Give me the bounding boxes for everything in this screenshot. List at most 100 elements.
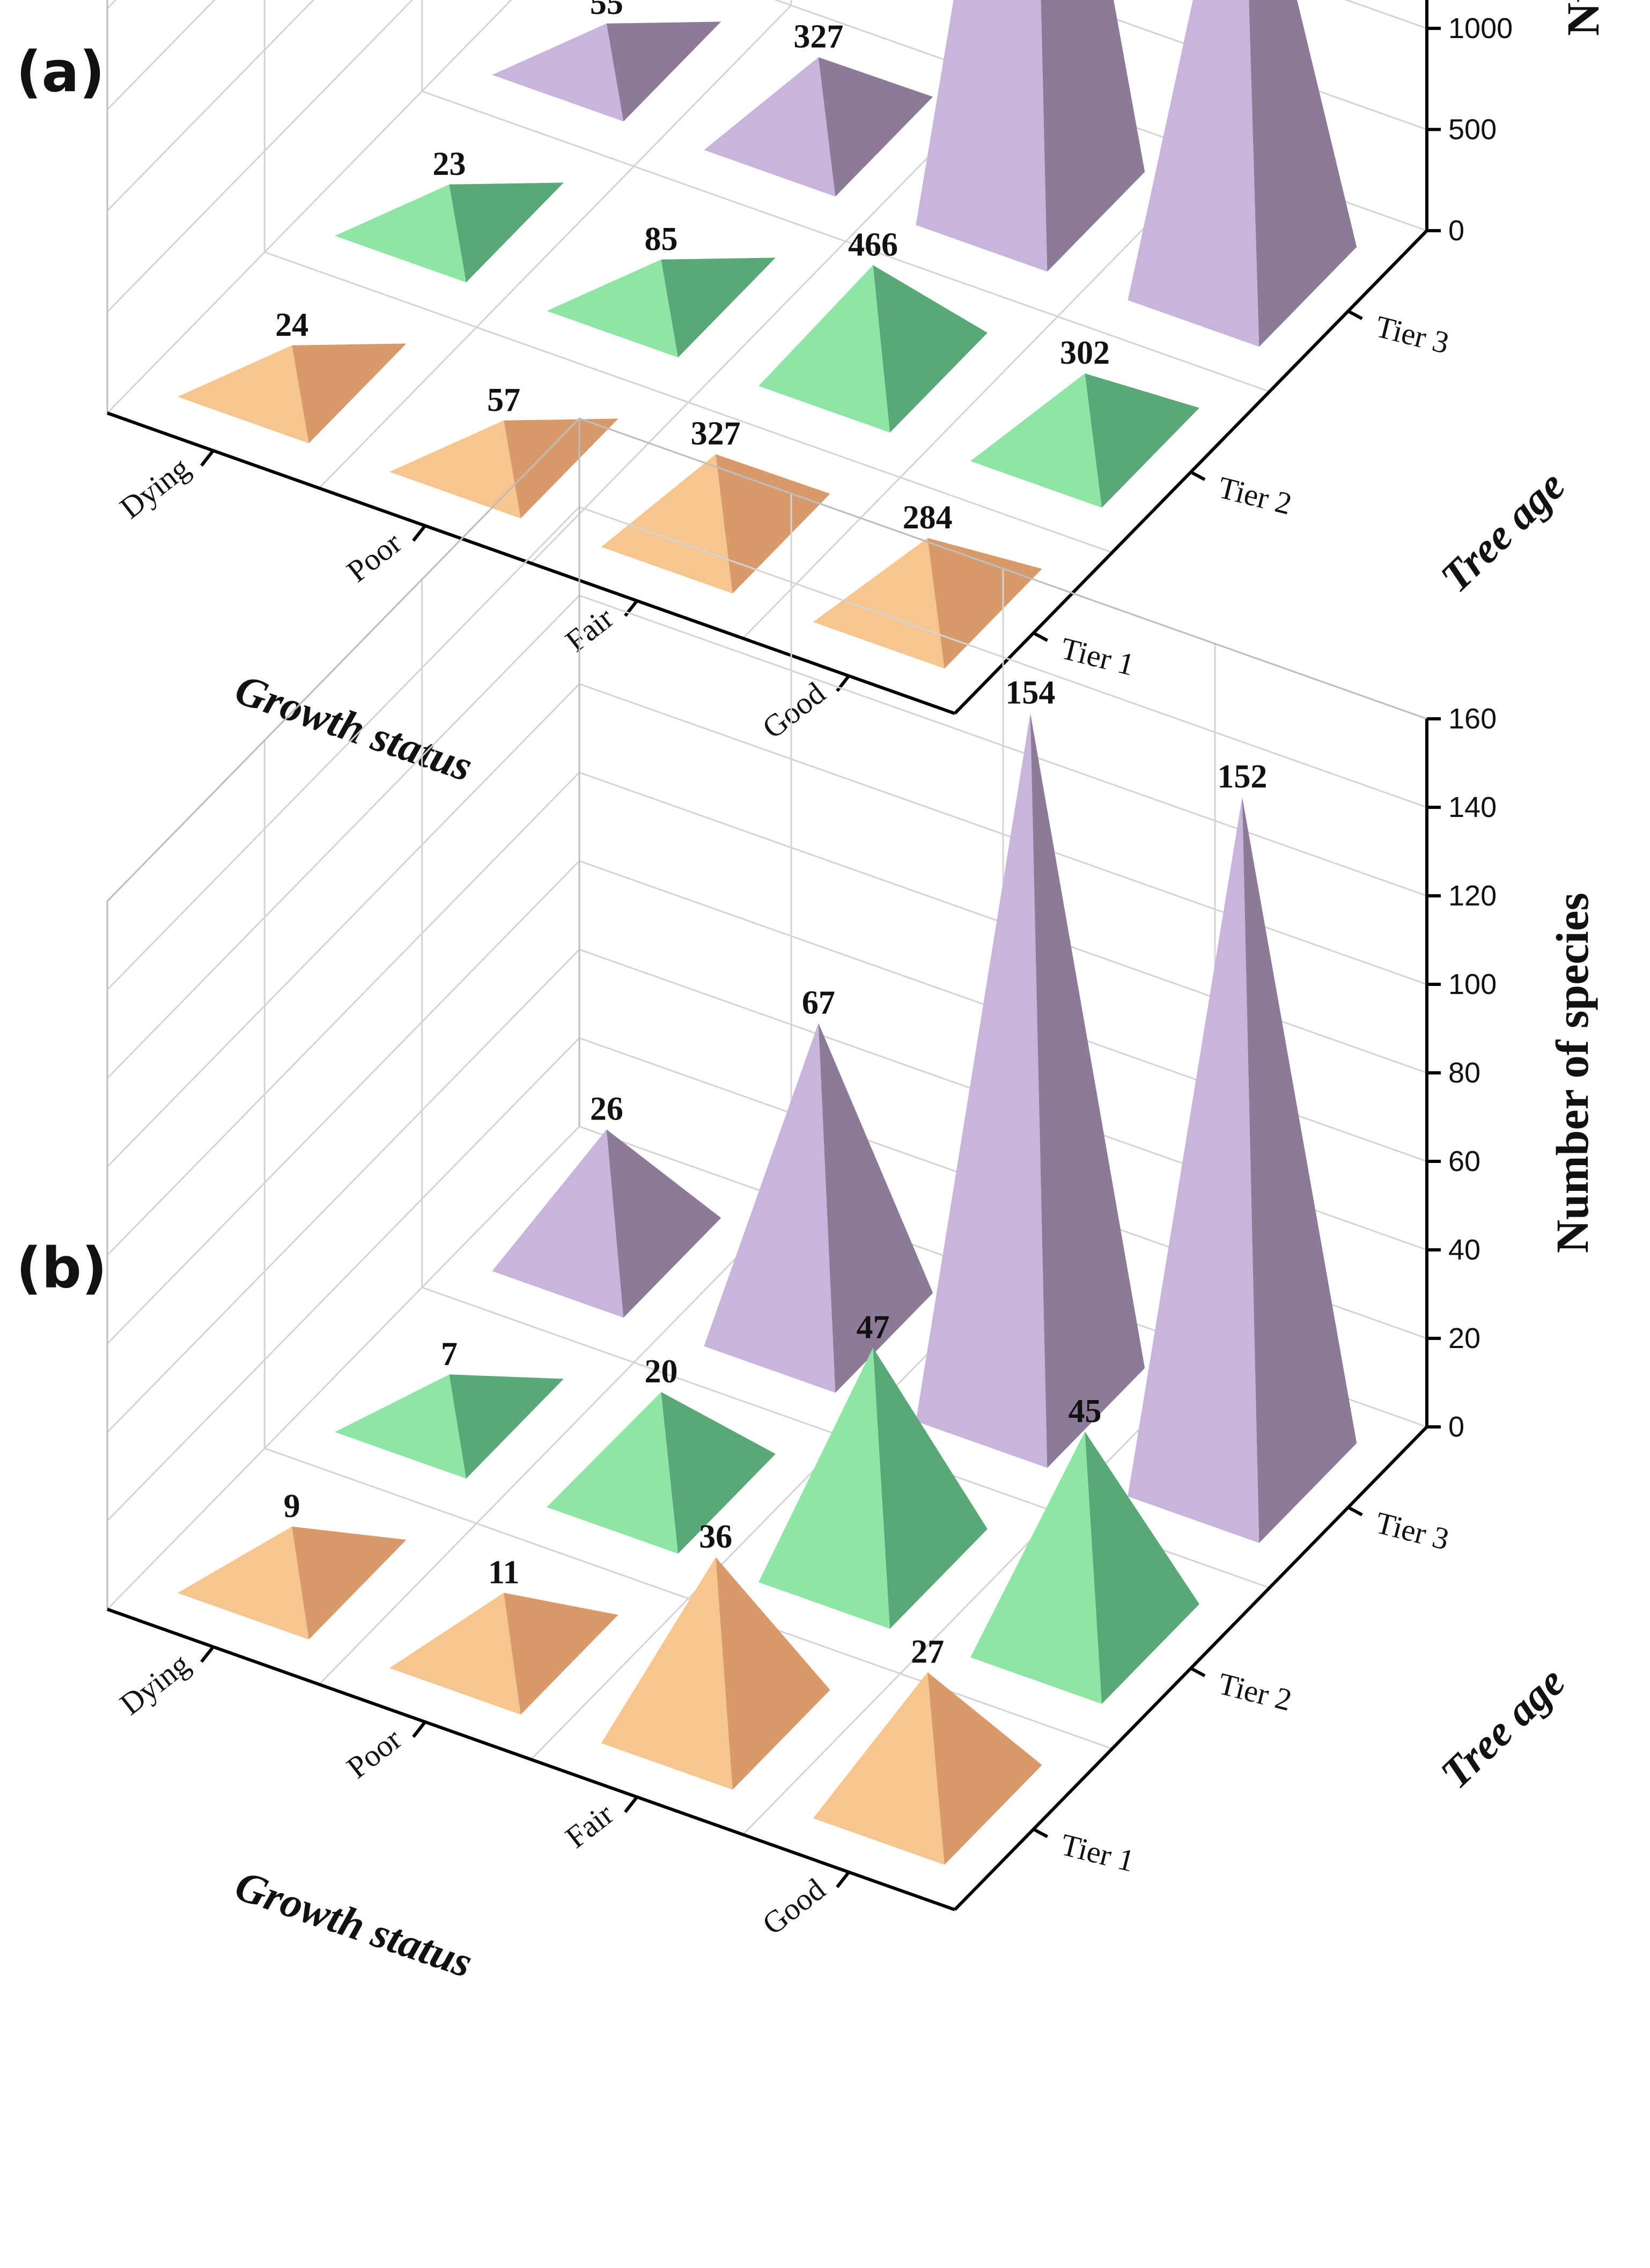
z-tick-label: 80 <box>1448 1057 1480 1089</box>
value-label: 47 <box>857 1309 890 1345</box>
value-label: 302 <box>1060 335 1110 371</box>
value-label: 11 <box>488 1554 520 1590</box>
pyramid-mark: 327 <box>601 416 830 594</box>
pyramid-face-left <box>704 1023 836 1393</box>
pyramid-face-left <box>177 345 309 444</box>
pyramid-face-right <box>1242 797 1357 1543</box>
growth-axis <box>106 411 956 715</box>
pyramid-face-right <box>449 1374 564 1479</box>
tier-tick-label: Tier 1 <box>1058 631 1138 682</box>
floor-gridline <box>264 251 1113 554</box>
growth-tick-mark <box>412 1721 426 1738</box>
floor-gridline <box>742 154 1216 639</box>
value-label: 27 <box>911 1633 944 1670</box>
pyramid-mark: 27 <box>813 1633 1042 1865</box>
z-tick-label: 500 <box>1448 113 1497 145</box>
pyramid-face-right <box>1249 0 1357 347</box>
pyramid-face-left <box>1128 797 1259 1543</box>
pyramid-mark: 152 <box>1128 759 1357 1543</box>
growth-axis-title: Growth status <box>230 666 478 791</box>
value-label: 284 <box>903 499 953 536</box>
value-label: 20 <box>645 1353 678 1390</box>
pyramid-face-right <box>606 1129 721 1318</box>
value-label: 23 <box>433 146 466 182</box>
growth-tick-label: Dying <box>113 450 196 525</box>
floor-gridline <box>742 1351 1216 1836</box>
value-label: 154 <box>1005 675 1055 711</box>
pyramid-face-left <box>1128 0 1259 347</box>
floor-gridline <box>318 1201 792 1685</box>
pyramid-face-left <box>813 537 945 669</box>
pyramid-face-right <box>873 1347 988 1629</box>
pyramid-face-right <box>927 1672 1042 1865</box>
pyramid-mark: 2476 <box>1128 0 1357 347</box>
value-label: 67 <box>802 984 835 1021</box>
z-tick-label: 20 <box>1448 1322 1480 1354</box>
pyramid-face-left <box>704 57 836 197</box>
pyramid-mark: 55 <box>492 0 721 122</box>
tier-tick-label: Tier 2 <box>1215 470 1295 521</box>
z-tick-label: 1000 <box>1448 12 1513 45</box>
tier-tick-mark <box>1347 310 1363 320</box>
growth-tick-mark <box>836 1871 850 1888</box>
pyramid-face-right <box>449 182 564 283</box>
growth-tick-label: Fair <box>559 1796 620 1855</box>
gridlines <box>106 0 1428 639</box>
value-label: 57 <box>487 382 520 418</box>
z-tick-label: 0 <box>1448 1411 1464 1443</box>
pyramid-face-right <box>661 257 776 358</box>
pyramid-face-left <box>916 0 1048 272</box>
value-label: 45 <box>1069 1393 1102 1430</box>
pyramid-face-right <box>1030 713 1145 1468</box>
pyramid-face-left <box>177 1526 309 1640</box>
pyramid-mark: 466 <box>758 226 988 433</box>
value-label: 7 <box>441 1336 458 1372</box>
pyramid-mark: 36 <box>601 1519 830 1790</box>
pyramid-mark: 154 <box>916 675 1145 1468</box>
growth-tick-mark <box>200 450 215 467</box>
pyramid-mark: 327 <box>704 19 933 197</box>
tier-tick-label: Tier 3 <box>1372 1505 1453 1557</box>
z-tick-label: 60 <box>1448 1145 1480 1177</box>
pyramid-mark: 11 <box>389 1554 618 1715</box>
z-tick-label: 0 <box>1448 215 1464 247</box>
value-label: 327 <box>691 416 741 452</box>
pyramids: 55 327 32522476 23 85 466 302 24 57 327 284 <box>177 0 1357 669</box>
value-label: 36 <box>699 1519 732 1555</box>
pyramid-mark: 284 <box>813 499 1042 669</box>
growth-tick-label: Dying <box>113 1646 196 1721</box>
pyramid-face-right <box>504 418 618 519</box>
pyramid-mark: 85 <box>547 221 776 358</box>
growth-axis-title: Growth status <box>230 1862 478 1987</box>
pyramid-face-left <box>492 23 624 122</box>
pyramid-face-left <box>601 1557 733 1790</box>
z-tick-label: 160 <box>1448 703 1497 735</box>
growth-tick-label: Poor <box>340 525 408 589</box>
pyramid-face-left <box>389 420 521 519</box>
tier-axis-title: Tree age <box>1432 1658 1574 1798</box>
pyramid-face-right <box>716 454 830 594</box>
tier-tick-label: Tier 2 <box>1215 1666 1295 1718</box>
z-axis-title: Number of species <box>1546 893 1598 1253</box>
pyramid-mark: 23 <box>335 146 564 283</box>
pyramid-face-left <box>547 259 678 358</box>
pyramid-face-left <box>601 454 733 594</box>
value-label: 152 <box>1217 759 1267 795</box>
floor-gridline <box>530 1276 1004 1761</box>
pyramid-face-left <box>492 1129 624 1318</box>
pyramid-face-right <box>504 1593 618 1715</box>
growth-tick-label: Poor <box>340 1721 408 1785</box>
pyramid-mark: 7 <box>335 1336 564 1479</box>
value-label: 55 <box>590 0 623 21</box>
pyramid-face-left <box>335 184 466 283</box>
pyramid-face-right <box>1085 373 1199 508</box>
pyramid-mark: 47 <box>758 1309 988 1629</box>
floor-gridline <box>318 4 792 489</box>
pyramid-mark: 9 <box>177 1488 407 1640</box>
tier-tick-label: Tier 3 <box>1372 309 1453 360</box>
value-label: 24 <box>275 307 308 343</box>
panel-label: (b) <box>16 1235 107 1301</box>
z-tick-label: 140 <box>1448 791 1497 823</box>
tier-tick-mark <box>1033 631 1049 642</box>
tier-tick-mark <box>1190 1667 1206 1677</box>
